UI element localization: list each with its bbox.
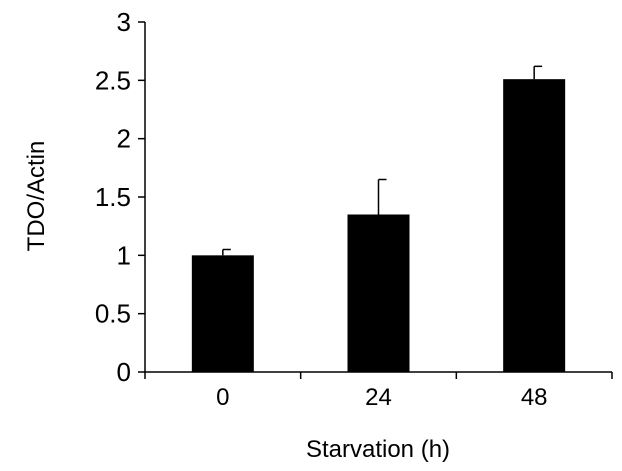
x-tick-label: 0 — [216, 384, 229, 411]
bars-group — [191, 79, 566, 373]
x-tick-label: 48 — [521, 384, 548, 411]
y-axis: 0 0.5 1 1.5 2 2.5 3 — [95, 7, 146, 387]
x-tick-label: 24 — [365, 384, 392, 411]
y-tick-label: 0.5 — [95, 299, 131, 329]
y-tick-label: 1.5 — [95, 182, 131, 212]
x-axis-label: Starvation (h) — [306, 436, 450, 463]
bar — [191, 255, 254, 372]
y-tick-label: 2 — [117, 124, 131, 154]
y-tick-label: 2.5 — [95, 65, 131, 95]
x-axis: 0 24 48 — [144, 371, 613, 411]
y-tick-label: 3 — [117, 7, 131, 37]
bar — [347, 214, 410, 372]
error-bars-group — [222, 65, 543, 256]
y-tick-label: 1 — [117, 240, 131, 270]
bar — [503, 79, 566, 373]
y-tick-label: 0 — [117, 357, 131, 387]
y-axis-label: TDO/Actin — [23, 141, 50, 252]
